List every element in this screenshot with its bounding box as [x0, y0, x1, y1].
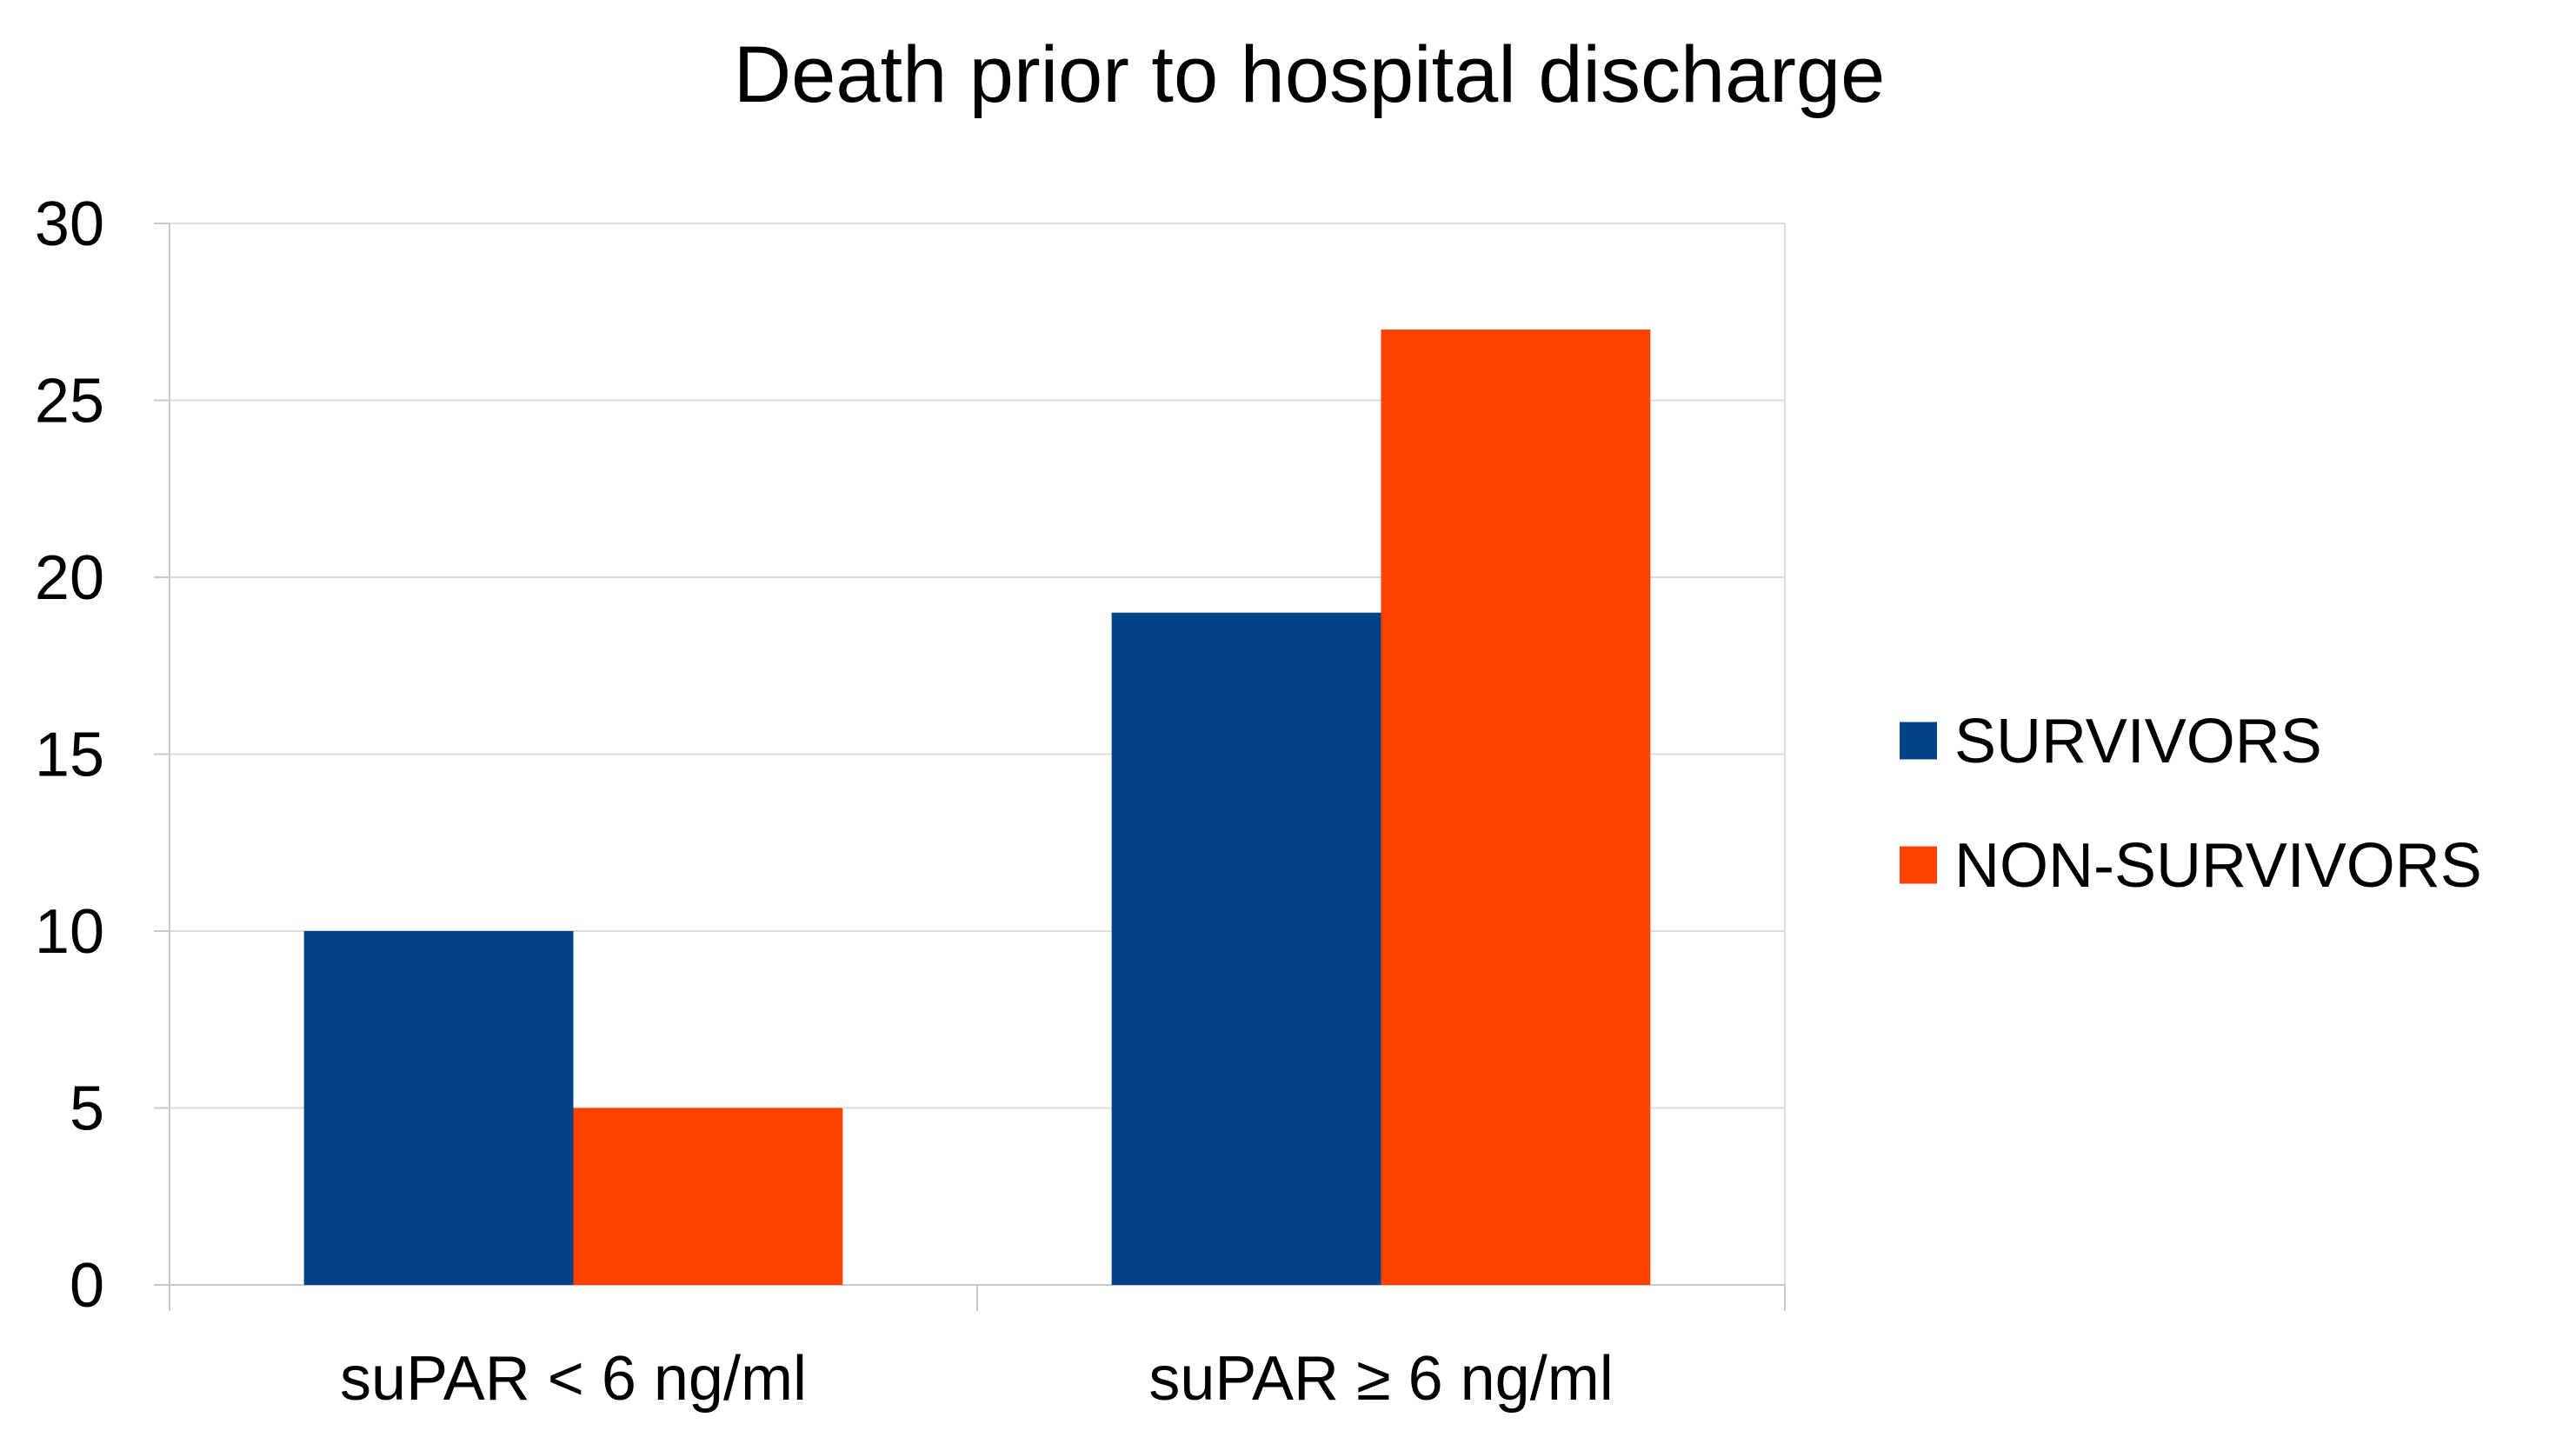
x-tick-label: suPAR ≥ 6 ng/ml: [1148, 1344, 1613, 1414]
bar-survivors-2: [1111, 612, 1381, 1285]
y-tick-label: 5: [70, 1075, 104, 1144]
x-tick-labels: suPAR < 6 ng/ml suPAR ≥ 6 ng/ml: [340, 1344, 1614, 1414]
y-tick-label: 30: [35, 190, 104, 259]
y-tick-labels: 0 5 10 15 20 25 30: [35, 190, 104, 1321]
bar-survivors-1: [303, 931, 574, 1285]
y-tick-label: 20: [35, 543, 104, 613]
y-tick-label: 15: [35, 721, 104, 790]
legend: SURVIVORS NON-SURVIVORS: [1900, 707, 2482, 901]
x-tick-label: suPAR < 6 ng/ml: [340, 1344, 807, 1414]
legend-swatch-survivors: [1900, 722, 1937, 760]
y-tick-label: 25: [35, 367, 104, 436]
y-tick-label: 10: [35, 897, 104, 967]
legend-label-non-survivors: NON-SURVIVORS: [1954, 831, 2482, 901]
bars: [303, 329, 1651, 1286]
y-tick-label: 0: [70, 1251, 104, 1321]
chart-title: Death prior to hospital discharge: [734, 30, 1886, 119]
bar-non-survivors-1: [573, 1108, 843, 1285]
legend-label-survivors: SURVIVORS: [1954, 707, 2322, 776]
bar-non-survivors-2: [1381, 329, 1651, 1286]
legend-swatch-non-survivors: [1900, 846, 1937, 884]
